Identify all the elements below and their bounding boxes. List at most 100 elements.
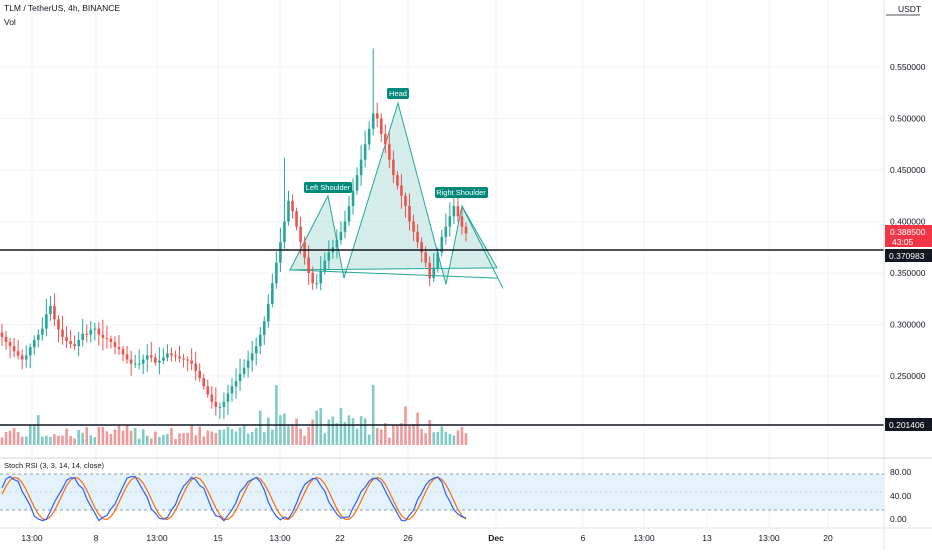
- current-price-value: 0.388500: [890, 227, 926, 237]
- volume-bar: [436, 431, 440, 445]
- volume-bar: [339, 407, 343, 445]
- candle-body: [242, 367, 246, 374]
- volume-bar: [53, 434, 56, 445]
- candle-body: [16, 351, 20, 356]
- volume-bar: [125, 425, 129, 445]
- volume-bar: [186, 432, 189, 445]
- volume-bar: [154, 431, 157, 445]
- support-price-upper-value: 0.370983: [889, 251, 925, 261]
- volume-bar: [32, 425, 36, 445]
- right-shoulder-label-text: Right Shoulder: [436, 188, 486, 197]
- volume-bar: [275, 385, 278, 445]
- price-tick-label: 0.350000: [890, 268, 926, 278]
- stoch-rsi-label: Stoch RSI (3, 3, 14, 14, close): [4, 461, 105, 470]
- volume-bar: [174, 438, 177, 445]
- candle-body: [327, 252, 331, 261]
- candle-body: [359, 159, 363, 176]
- candle-body: [125, 354, 129, 360]
- volume-bar: [8, 430, 12, 445]
- candle-body: [262, 321, 266, 335]
- volume-bar: [323, 433, 327, 445]
- volume-bar: [61, 435, 64, 445]
- candle-body: [238, 373, 242, 382]
- candle-body: [101, 334, 105, 338]
- candle-body: [113, 342, 117, 348]
- candle-body: [210, 394, 214, 402]
- candle-body: [145, 355, 149, 360]
- time-tick-label: 13:00: [269, 533, 291, 543]
- volume-bar: [117, 425, 121, 445]
- time-tick-label: Dec: [488, 533, 504, 543]
- volume-bar: [226, 426, 230, 445]
- support-price-tag-upper: 0.370983: [885, 249, 932, 262]
- candle-body: [234, 381, 238, 387]
- volume-bar: [101, 426, 105, 445]
- time-axis[interactable]: 13:00 8 13:00 15 13:00 22 26 Dec 6 13:00 13 13:00 20: [0, 527, 932, 543]
- candle-body: [194, 363, 197, 371]
- candle-body: [162, 357, 165, 361]
- volume-bar: [170, 427, 173, 445]
- candle-body: [283, 221, 286, 243]
- candle-body: [367, 128, 371, 145]
- volume-bar: [210, 431, 214, 445]
- candle-body: [299, 226, 302, 243]
- candle-body: [266, 303, 270, 322]
- right-shoulder-label[interactable]: Right Shoulder: [435, 187, 488, 198]
- volume-bar: [367, 434, 371, 445]
- candle-body: [363, 144, 367, 160]
- volume-bar: [254, 427, 258, 445]
- volume-bar: [65, 428, 68, 445]
- candle-body: [49, 305, 52, 315]
- volume-bar: [230, 429, 234, 445]
- candle-body: [202, 378, 206, 387]
- candle-body: [307, 257, 310, 273]
- time-tick-label: 20: [823, 533, 833, 543]
- volume-bar: [77, 429, 80, 445]
- volume-bar: [420, 428, 423, 445]
- candle-body: [420, 242, 423, 253]
- volume-bar: [327, 419, 331, 445]
- volume-indicator-label: Vol: [4, 17, 16, 27]
- candle-body: [12, 346, 16, 352]
- candle-body: [291, 200, 294, 212]
- bar-countdown: 43:05: [892, 237, 914, 247]
- volume-bar: [266, 417, 270, 445]
- volume-bar: [129, 430, 133, 445]
- volume-bar: [452, 435, 456, 445]
- volume-bar: [319, 408, 323, 445]
- rsi-k-line: [1, 475, 467, 522]
- candle-body: [141, 359, 145, 364]
- price-tick-label: 0.450000: [890, 165, 926, 175]
- price-tick-label: 0.300000: [890, 320, 926, 330]
- rsi-tick-label: 0.00: [890, 514, 907, 524]
- candle-body: [275, 262, 278, 284]
- volume-bar: [202, 436, 206, 445]
- candle-body: [65, 336, 68, 341]
- candle-body: [174, 355, 177, 357]
- rsi-tick-label: 80.00: [890, 467, 912, 477]
- volume-bar: [93, 437, 97, 445]
- volume-bar: [283, 413, 286, 445]
- volume-bar: [428, 419, 431, 445]
- left-shoulder-label[interactable]: Left Shoulder: [304, 182, 352, 193]
- volume-bar: [460, 426, 464, 445]
- volume-bar: [379, 429, 383, 445]
- candle-body: [432, 267, 436, 279]
- candle-body: [69, 340, 72, 345]
- candle-body: [121, 349, 125, 355]
- candle-body: [271, 283, 274, 304]
- candle-body: [73, 344, 76, 347]
- time-tick-label: 8: [94, 533, 99, 543]
- stoch-rsi-pane[interactable]: Stoch RSI (3, 3, 14, 14, close) 80.00 40.…: [0, 457, 932, 524]
- head-label[interactable]: Head: [387, 88, 409, 99]
- candle-body: [117, 347, 121, 350]
- volume-bar: [238, 427, 242, 445]
- candle-body: [170, 353, 173, 356]
- pattern-area[interactable]: [289, 101, 498, 285]
- volume-bar: [287, 426, 290, 445]
- volume-bar: [331, 416, 335, 445]
- rsi-tick-label: 40.00: [890, 491, 912, 501]
- volume-bar: [137, 438, 141, 445]
